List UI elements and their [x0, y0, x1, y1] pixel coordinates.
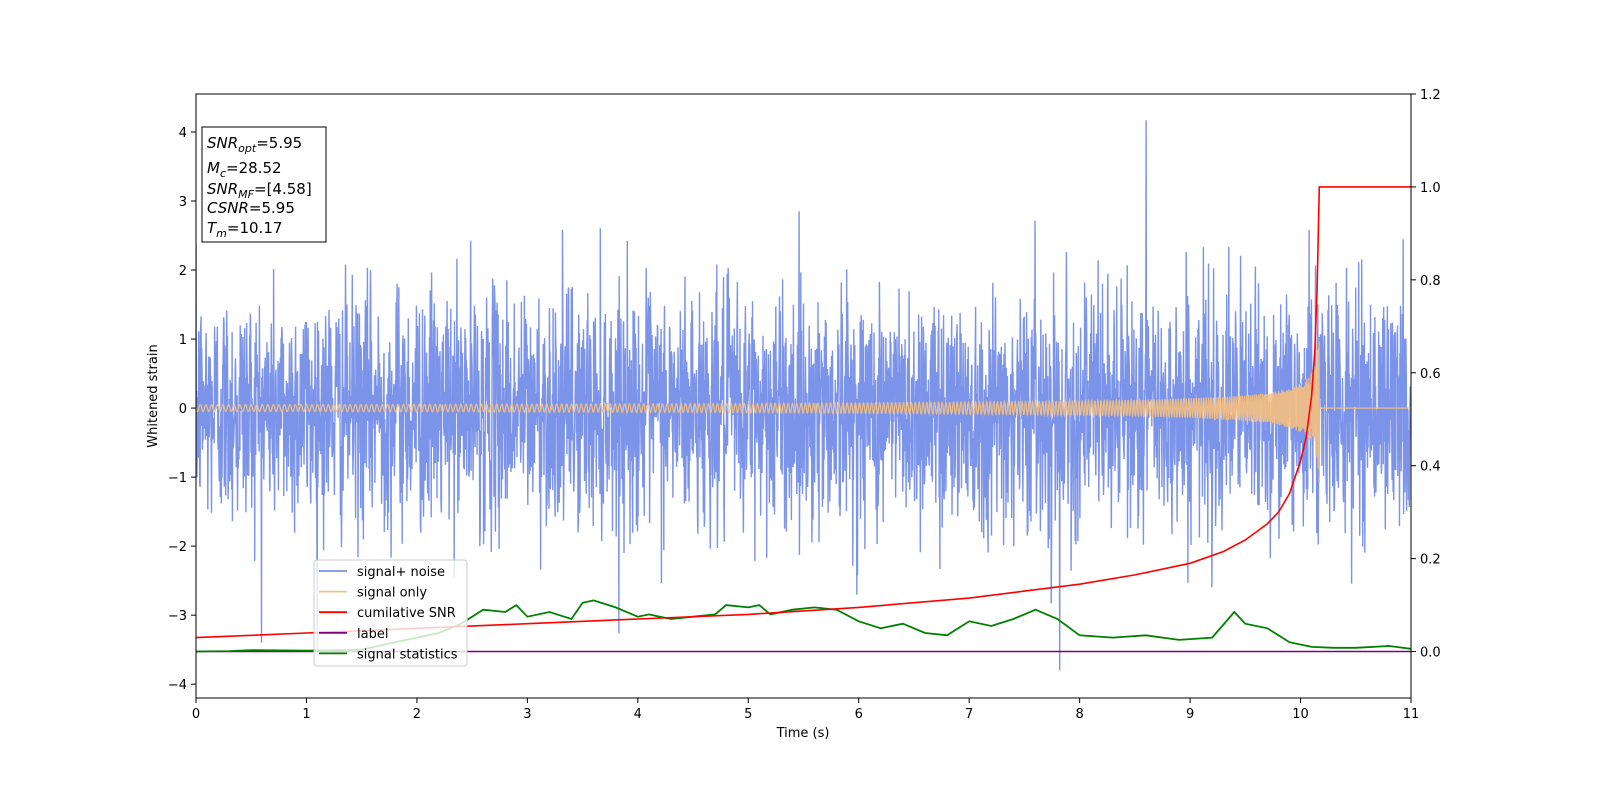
- legend-label: label: [357, 627, 388, 642]
- y-left-tick-label: 2: [179, 264, 187, 279]
- x-tick-label: 11: [1403, 707, 1420, 722]
- signal-statistics-line: [196, 599, 1411, 653]
- y-left-tick-label: −3: [168, 609, 187, 624]
- x-tick-label: 3: [523, 707, 531, 722]
- x-tick-label: 2: [413, 707, 421, 722]
- stats-value: =10.17: [227, 219, 283, 237]
- y-axis-right-ticks: 0.0 0.2 0.4 0.6 0.8 1.0 1.2: [1411, 88, 1441, 661]
- stats-value: =5.95: [256, 134, 302, 152]
- x-tick-label: 10: [1292, 707, 1309, 722]
- stats-line: Tm=10.17: [207, 219, 282, 240]
- y-right-tick-label: 0.4: [1420, 460, 1441, 475]
- stats-value: =5.95: [249, 199, 295, 217]
- x-tick-label: 9: [1186, 707, 1194, 722]
- stats-subscript: c: [220, 167, 226, 180]
- plot-frame: [195, 93, 1412, 699]
- y-right-tick-label: 1.0: [1420, 181, 1441, 196]
- y-axis-left-ticks: −4 −3 −2 −1 0 1 2 3 4: [168, 126, 196, 693]
- legend-label: cumilative SNR: [357, 606, 456, 621]
- stats-subscript: m: [216, 227, 227, 240]
- signal-only-line: [196, 341, 1411, 483]
- x-tick-label: 4: [634, 707, 642, 722]
- x-tick-label: 7: [965, 707, 973, 722]
- stats-line: SNRMF=[4.58]: [207, 180, 312, 201]
- stats-symbol: SNR: [207, 180, 238, 198]
- stats-line: CSNR=5.95: [207, 199, 295, 217]
- stats-line: Mc=28.52: [207, 159, 282, 180]
- stats-symbol: T: [207, 219, 218, 237]
- stats-symbol: M: [207, 159, 220, 177]
- stats-box: SNRopt=5.95Mc=28.52SNRMF=[4.58]CSNR=5.95…: [201, 126, 327, 243]
- x-axis-label: Time (s): [776, 726, 830, 741]
- y-right-tick-label: 1.2: [1420, 88, 1441, 103]
- y-left-tick-label: 0: [179, 402, 187, 417]
- legend-label: signal only: [357, 586, 427, 601]
- y-left-tick-label: −1: [168, 471, 187, 486]
- signal-noise-line: [196, 120, 1411, 671]
- y-left-tick-label: 3: [179, 195, 187, 210]
- y-left-tick-label: −2: [168, 540, 187, 555]
- legend-label: signal statistics: [357, 647, 458, 662]
- x-tick-label: 1: [302, 707, 310, 722]
- x-tick-label: 5: [744, 707, 752, 722]
- stats-value: =[4.58]: [254, 180, 312, 198]
- y-left-tick-label: −4: [168, 678, 187, 693]
- x-axis-ticks: 0 1 2 3 4 5 6 7 8 9 10 11: [192, 698, 1419, 722]
- legend-label: signal+ noise: [357, 565, 445, 580]
- legend-frame: [313, 559, 468, 667]
- y-left-tick-label: 1: [179, 333, 187, 348]
- y-axis-label: Whitened strain: [146, 344, 161, 447]
- y-right-tick-label: 0.8: [1420, 274, 1441, 289]
- y-right-tick-label: 0.0: [1420, 646, 1441, 661]
- y-right-tick-label: 0.2: [1420, 553, 1441, 568]
- stats-line: SNRopt=5.95: [207, 134, 302, 155]
- legend: signal+ noise signal only cumilative SNR la…: [313, 559, 468, 667]
- stats-subscript: opt: [238, 142, 257, 155]
- x-tick-label: 0: [192, 707, 200, 722]
- cumulative-snr-line: [196, 186, 1411, 639]
- stats-box-frame: [201, 126, 327, 243]
- y-left-tick-label: 4: [179, 126, 187, 141]
- stats-symbol: SNR: [207, 134, 238, 152]
- stats-subscript: MF: [238, 188, 254, 201]
- x-tick-label: 6: [855, 707, 863, 722]
- stats-value: =28.52: [226, 159, 282, 177]
- y-right-tick-label: 0.6: [1420, 367, 1441, 382]
- x-tick-label: 8: [1075, 707, 1083, 722]
- stats-symbol: CSNR: [207, 199, 249, 217]
